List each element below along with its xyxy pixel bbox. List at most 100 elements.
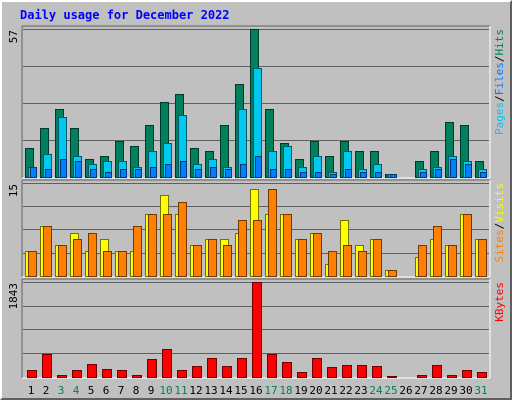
- bar-pages-15: [240, 164, 247, 178]
- bar-pages-7: [120, 169, 127, 178]
- bar-pages-25: [390, 174, 397, 178]
- bar-pages-28: [435, 169, 442, 178]
- bar-sites-11: [178, 202, 187, 277]
- x-tick-label: 20: [309, 384, 322, 397]
- ylabel-pages-files-hits: Pages/Files/Hits: [493, 29, 506, 135]
- x-tick-label: 8: [133, 384, 140, 397]
- ylabel-part: Hits: [493, 29, 506, 56]
- bar-pages-1: [30, 167, 37, 178]
- bar-pages-8: [135, 169, 142, 178]
- x-tick-label: 24: [369, 384, 383, 397]
- bar-sites-31: [478, 239, 487, 277]
- bar-pages-31: [480, 172, 487, 178]
- bar-pages-16: [255, 156, 262, 178]
- bar-pages-9: [150, 167, 157, 178]
- bar-pages-27: [420, 172, 427, 178]
- bar-kbytes-9: [147, 359, 157, 378]
- bar-pages-21: [330, 174, 337, 178]
- bar-pages-17: [270, 169, 277, 178]
- bar-kbytes-29: [447, 375, 457, 378]
- ylabel-sites-visits: Sites/Visits: [493, 183, 506, 263]
- ylabel-kbytes: KBytes: [493, 282, 506, 322]
- bar-kbytes-8: [132, 375, 142, 378]
- bar-sites-19: [298, 239, 307, 277]
- bar-pages-12: [195, 169, 202, 178]
- bar-kbytes-16: [252, 282, 262, 378]
- x-tick-label: 15: [234, 384, 247, 397]
- x-tick-label: 14: [219, 384, 233, 397]
- bar-sites-21: [328, 251, 337, 277]
- bar-kbytes-10: [162, 349, 172, 378]
- bar-kbytes-27: [417, 375, 427, 378]
- chart-title: Daily usage for December 2022: [20, 8, 230, 22]
- bar-sites-28: [433, 226, 442, 277]
- ymax-label-sites-visits: 15: [7, 184, 20, 197]
- x-tick-label: 13: [204, 384, 217, 397]
- x-tick-label: 25: [384, 384, 397, 397]
- bar-sites-12: [193, 245, 202, 277]
- bar-pages-30: [465, 164, 472, 178]
- bar-sites-8: [133, 226, 142, 277]
- bar-sites-18: [283, 214, 292, 277]
- ylabel-part: Sites: [493, 229, 506, 262]
- x-tick-label: 7: [118, 384, 125, 397]
- ylabel-part: Files: [493, 62, 506, 95]
- x-tick-label: 1: [28, 384, 35, 397]
- bar-sites-13: [208, 239, 217, 277]
- ylabel-part: Pages: [493, 102, 506, 135]
- bar-pages-20: [315, 172, 322, 178]
- x-tick-label: 10: [159, 384, 172, 397]
- bar-kbytes-30: [462, 370, 472, 378]
- bar-sites-7: [118, 251, 127, 277]
- bar-kbytes-17: [267, 354, 277, 378]
- bar-kbytes-3: [57, 375, 67, 378]
- ylabel-part: /: [493, 95, 506, 102]
- ymax-label-kbytes: 1843: [7, 283, 20, 310]
- bar-kbytes-6: [102, 369, 112, 378]
- x-tick-label: 2: [43, 384, 50, 397]
- x-tick-label: 29: [444, 384, 457, 397]
- bar-sites-23: [358, 251, 367, 277]
- bar-sites-6: [103, 251, 112, 277]
- bar-kbytes-25: [387, 376, 397, 378]
- bar-kbytes-1: [27, 370, 37, 378]
- bar-sites-10: [163, 214, 172, 277]
- x-tick-label: 11: [174, 384, 187, 397]
- bar-pages-18: [285, 169, 292, 178]
- x-tick-label: 27: [414, 384, 427, 397]
- x-tick-label: 22: [339, 384, 352, 397]
- bar-kbytes-22: [342, 365, 352, 378]
- bar-kbytes-24: [372, 366, 382, 378]
- bar-kbytes-18: [282, 362, 292, 378]
- bar-kbytes-12: [192, 366, 202, 378]
- bar-pages-14: [225, 169, 232, 178]
- ylabel-part: KBytes: [493, 282, 506, 322]
- bar-kbytes-2: [42, 354, 52, 378]
- bar-sites-22: [343, 245, 352, 277]
- bar-pages-22: [345, 169, 352, 178]
- bar-pages-4: [75, 161, 82, 178]
- bar-kbytes-15: [237, 358, 247, 378]
- bar-kbytes-21: [327, 367, 337, 378]
- x-tick-label: 18: [279, 384, 292, 397]
- bar-kbytes-19: [297, 372, 307, 378]
- x-tick-label: 4: [73, 384, 80, 397]
- bar-sites-2: [43, 226, 52, 277]
- bar-pages-6: [105, 172, 112, 178]
- bar-sites-20: [313, 233, 322, 277]
- x-tick-label: 21: [324, 384, 337, 397]
- x-tick-label: 23: [354, 384, 367, 397]
- ylabel-part: /: [493, 223, 506, 230]
- bar-kbytes-7: [117, 370, 127, 378]
- bar-kbytes-28: [432, 365, 442, 378]
- bar-pages-24: [375, 172, 382, 178]
- bar-kbytes-23: [357, 365, 367, 378]
- bar-sites-17: [268, 189, 277, 277]
- bar-sites-9: [148, 214, 157, 277]
- x-tick-label: 5: [88, 384, 95, 397]
- ylabel-part: Visits: [493, 183, 506, 223]
- bar-pages-11: [180, 161, 187, 178]
- bar-pages-3: [60, 159, 67, 178]
- bar-sites-30: [463, 214, 472, 277]
